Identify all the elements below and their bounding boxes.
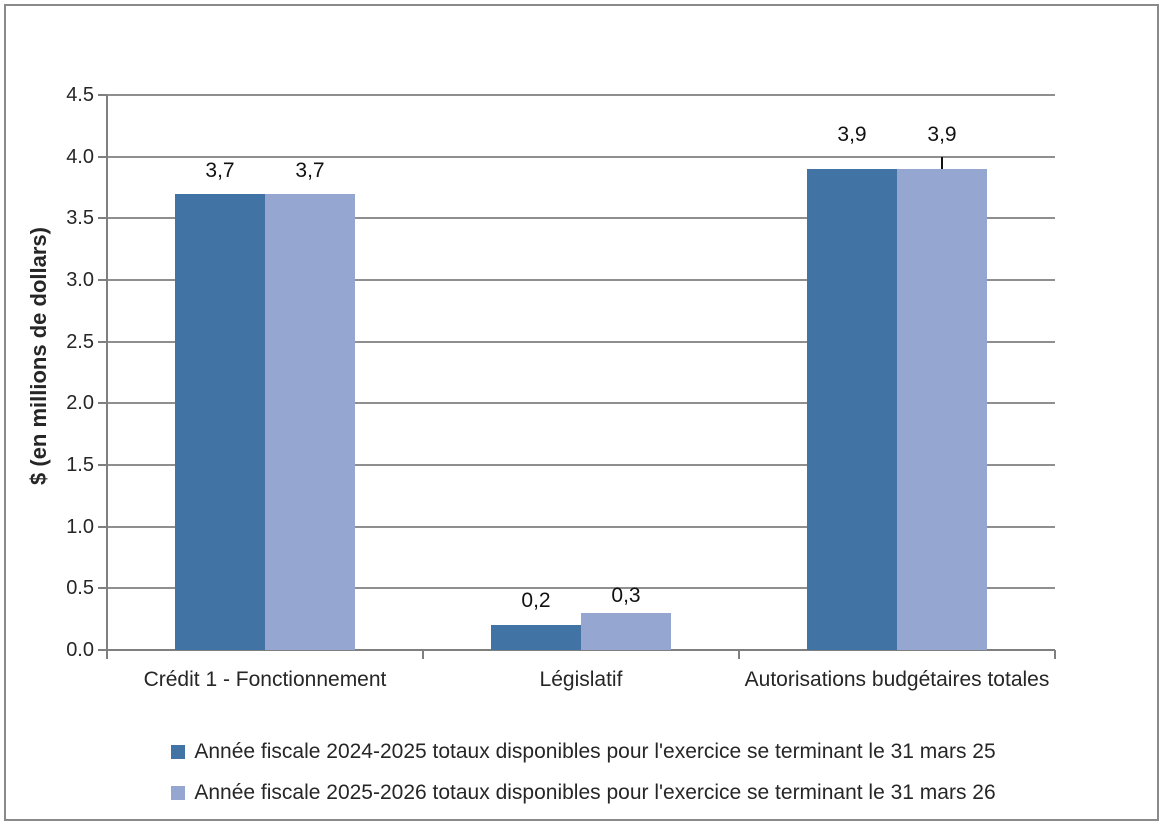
legend-label: Année fiscale 2024-2025 totaux disponibl… (194, 739, 996, 763)
gridline (107, 155, 1055, 158)
bar-2024-2025-2 (807, 169, 897, 650)
x-axis-tick (1054, 650, 1056, 659)
legend-swatch-icon (171, 785, 186, 800)
y-axis-tick (98, 464, 107, 466)
y-axis-tick (98, 402, 107, 405)
gridline (107, 279, 1055, 281)
bar-value-label: 3,7 (295, 158, 325, 182)
y-axis-tick (98, 525, 107, 528)
x-axis-line (107, 649, 1055, 651)
category-label: Crédit 1 - Fonctionnement (143, 668, 387, 691)
legend-label: Année fiscale 2025-2026 totaux disponibl… (194, 780, 996, 804)
x-axis-tick (422, 650, 424, 659)
category-label: Législatif (539, 668, 623, 691)
y-tick-label: 3.0 (66, 269, 94, 291)
gridline (107, 587, 1055, 590)
gridline (107, 525, 1055, 528)
y-tick-label: 0.5 (66, 577, 94, 600)
legend-item: Année fiscale 2024-2025 totaux disponibl… (6, 737, 1161, 766)
y-tick-label: 1.0 (66, 515, 94, 538)
y-tick-label: 2.0 (66, 392, 94, 415)
x-axis-tick (738, 650, 740, 659)
y-axis-tick (98, 279, 107, 281)
bar-2024-2025-1 (491, 625, 581, 650)
bar-value-label: 0,2 (521, 589, 551, 613)
x-axis-tick (106, 650, 108, 659)
bar-value-label: 3,9 (837, 123, 867, 146)
y-tick-label: 3.5 (66, 207, 94, 230)
y-axis-tick (98, 155, 107, 158)
bar-value-label: 3,7 (205, 158, 235, 182)
legend-item: Année fiscale 2025-2026 totaux disponibl… (6, 778, 1161, 807)
bar-value-label: 0,3 (611, 584, 641, 607)
gridline (107, 340, 1055, 343)
y-axis-tick (98, 94, 107, 96)
gridline (107, 217, 1055, 220)
bar-2025-2026-2 (897, 169, 987, 650)
bar-2025-2026-0 (265, 193, 355, 650)
bar-2024-2025-0 (175, 193, 265, 650)
y-axis-tick (98, 649, 107, 651)
legend: Année fiscale 2024-2025 totaux disponibl… (6, 737, 1161, 819)
y-axis-tick (98, 340, 107, 343)
y-tick-label: 4.5 (66, 84, 94, 106)
y-axis-title: $ (en millions de dollars) (26, 227, 51, 485)
data-label-leader-line (941, 157, 943, 169)
gridline (107, 402, 1055, 405)
y-axis-line (106, 95, 108, 650)
gridline (107, 94, 1055, 96)
y-tick-label: 4.0 (66, 145, 94, 168)
y-axis-tick (98, 217, 107, 220)
category-label: Autorisations budgétaires totales (744, 668, 1050, 691)
y-tick-label: 0.0 (66, 639, 94, 661)
legend-swatch-icon (171, 744, 186, 759)
y-tick-label: 1.5 (66, 454, 94, 476)
y-axis-tick (98, 587, 107, 590)
bar-value-label: 3,9 (927, 123, 957, 146)
gridline (107, 464, 1055, 466)
bar-2025-2026-1 (581, 613, 671, 650)
y-tick-label: 2.5 (66, 330, 94, 353)
